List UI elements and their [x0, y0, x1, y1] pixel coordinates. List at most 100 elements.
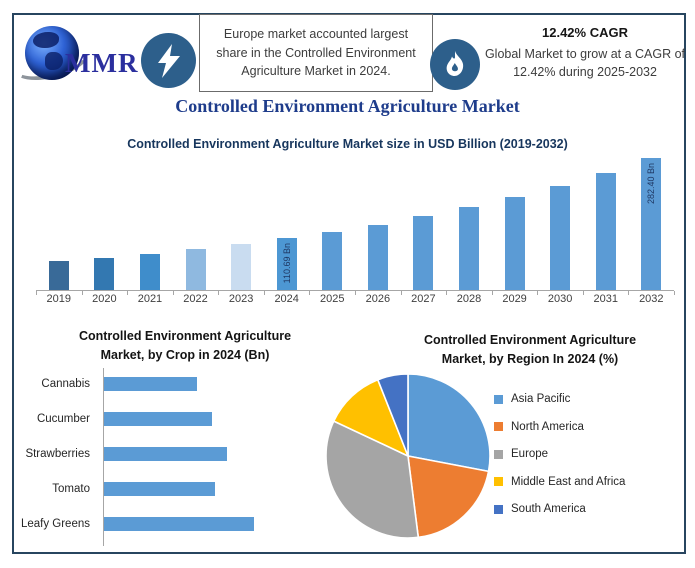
crop-chart-axis	[103, 368, 104, 546]
globe-land-shape	[45, 52, 63, 70]
bar-2019	[48, 261, 69, 290]
bar-cell-2028	[446, 155, 492, 290]
globe-land-shape	[33, 32, 59, 48]
x-axis-label-2026: 2026	[365, 293, 391, 305]
bar-2032: 282.40 Bn	[641, 158, 662, 290]
legend-swatch	[494, 422, 503, 431]
x-axis-label-2019: 2019	[46, 293, 72, 305]
bar-cell-2022	[173, 155, 219, 290]
crop-bar-track	[104, 376, 320, 391]
highlight-text: Europe market accounted largest share in…	[216, 26, 416, 79]
x-axis	[36, 290, 675, 296]
bar-2023	[231, 244, 252, 290]
bar-cell-2024: 110.69 Bn	[264, 155, 310, 290]
legend-item-north-america: North America	[494, 420, 625, 434]
x-axis-label-2022: 2022	[183, 293, 208, 305]
x-axis-label-2027: 2027	[411, 293, 436, 305]
legend-item-asia-pacific: Asia Pacific	[494, 392, 625, 406]
x-axis-label-2020: 2020	[92, 293, 117, 305]
crop-label: Strawberries	[25, 447, 90, 460]
bar-cell-2023	[218, 155, 264, 290]
crop-bar-track	[104, 516, 320, 531]
crop-bar-chart: Cannabis Cucumber Strawberries Tomato Leafy …	[14, 366, 320, 541]
legend-item-europe: Europe	[494, 447, 625, 461]
bar-2029	[504, 197, 525, 290]
logo-text: MMR	[65, 48, 139, 78]
legend-item-south-america: South America	[494, 502, 625, 516]
bar-cell-2029	[492, 155, 538, 290]
bar-cell-2030	[537, 155, 583, 290]
bar-value-label-2032: 282.40 Bn	[646, 163, 657, 205]
crop-chart-title: Controlled Environment Agriculture Marke…	[78, 329, 292, 363]
legend-swatch	[494, 394, 503, 404]
axis-tick	[309, 291, 311, 295]
region-pie-chart	[325, 373, 491, 539]
axis-tick	[446, 291, 448, 295]
bar-cell-2026	[355, 155, 401, 290]
highlight-callout: Europe market accounted largest share in…	[199, 14, 433, 92]
bar-cell-2032: 282.40 Bn	[629, 155, 675, 290]
axis-tick	[355, 291, 356, 295]
x-axis-label-2023: 2023	[228, 293, 254, 305]
bar-2024: 110.69 Bn	[276, 238, 297, 290]
pie-slice-north-america	[407, 455, 490, 539]
bar-2027	[413, 216, 434, 290]
lightning-icon	[141, 33, 196, 88]
x-axis-label-2028: 2028	[456, 293, 482, 305]
bar-cell-2020	[82, 155, 128, 290]
crop-row-leafy-greens: Leafy Greens	[14, 506, 320, 541]
legend-item-middle-east-and-africa: Middle East and Africa	[494, 475, 625, 489]
crop-label: Tomato	[52, 482, 90, 495]
bar-2031	[595, 173, 616, 290]
legend-label: Asia Pacific	[511, 393, 571, 405]
bar-2028	[458, 207, 479, 290]
region-chart-title: Controlled Environment Agriculture Marke…	[423, 333, 637, 367]
axis-tick	[674, 291, 675, 295]
axis-tick	[263, 291, 265, 295]
crop-row-strawberries: Strawberries	[14, 436, 320, 471]
crop-bar	[104, 481, 215, 496]
crop-bar	[104, 516, 254, 531]
crop-label: Cucumber	[36, 412, 90, 425]
crop-bar-track	[104, 446, 320, 461]
pie-slice-south-america	[376, 373, 409, 457]
bar-cell-2021	[127, 155, 173, 290]
bar-value-label-2024: 110.69 Bn	[281, 243, 292, 284]
bar-2021	[139, 254, 160, 290]
x-axis-label-2031: 2031	[593, 293, 618, 305]
axis-tick	[582, 291, 584, 295]
legend-label: South America	[511, 503, 586, 515]
legend-label: North America	[511, 420, 584, 433]
crop-row-cucumber: Cucumber	[14, 401, 320, 436]
market-size-chart-title: Controlled Environment Agriculture Marke…	[127, 137, 568, 151]
axis-tick	[628, 291, 630, 295]
legend-swatch	[494, 449, 503, 459]
axis-tick	[172, 291, 174, 295]
pie-slice-middle-east-and-africa	[332, 378, 410, 458]
bar-cell-2031	[583, 155, 629, 290]
x-axis-label-2030: 2030	[547, 293, 573, 305]
mmr-logo: MMR	[9, 20, 148, 87]
globe-icon	[25, 26, 79, 80]
bar-2026	[367, 225, 388, 290]
crop-bar	[104, 376, 197, 391]
bar-2022	[185, 249, 206, 290]
bar-2025	[322, 232, 343, 290]
crop-label: Leafy Greens	[20, 517, 90, 530]
legend-label: Europe	[511, 448, 549, 460]
pie-slice-asia-pacific	[407, 373, 491, 473]
crop-row-tomato: Tomato	[14, 471, 320, 506]
legend-swatch	[494, 504, 503, 514]
flame-icon	[430, 39, 480, 90]
x-axis-labels: 2019 2020 2021 2022 2023 2024 2025 2026 2027 2028…	[36, 293, 674, 305]
bar-2020	[94, 258, 115, 290]
crop-bar-track	[104, 481, 320, 496]
axis-tick	[127, 291, 129, 295]
x-axis-label-2025: 2025	[320, 293, 345, 305]
x-axis-label-2024: 2024	[274, 293, 299, 305]
axis-tick	[218, 291, 220, 295]
x-axis-label-2021: 2021	[137, 293, 163, 305]
pie-legend: Asia Pacific North America Europe Middle Ea…	[494, 392, 625, 530]
crop-bar	[104, 411, 212, 426]
